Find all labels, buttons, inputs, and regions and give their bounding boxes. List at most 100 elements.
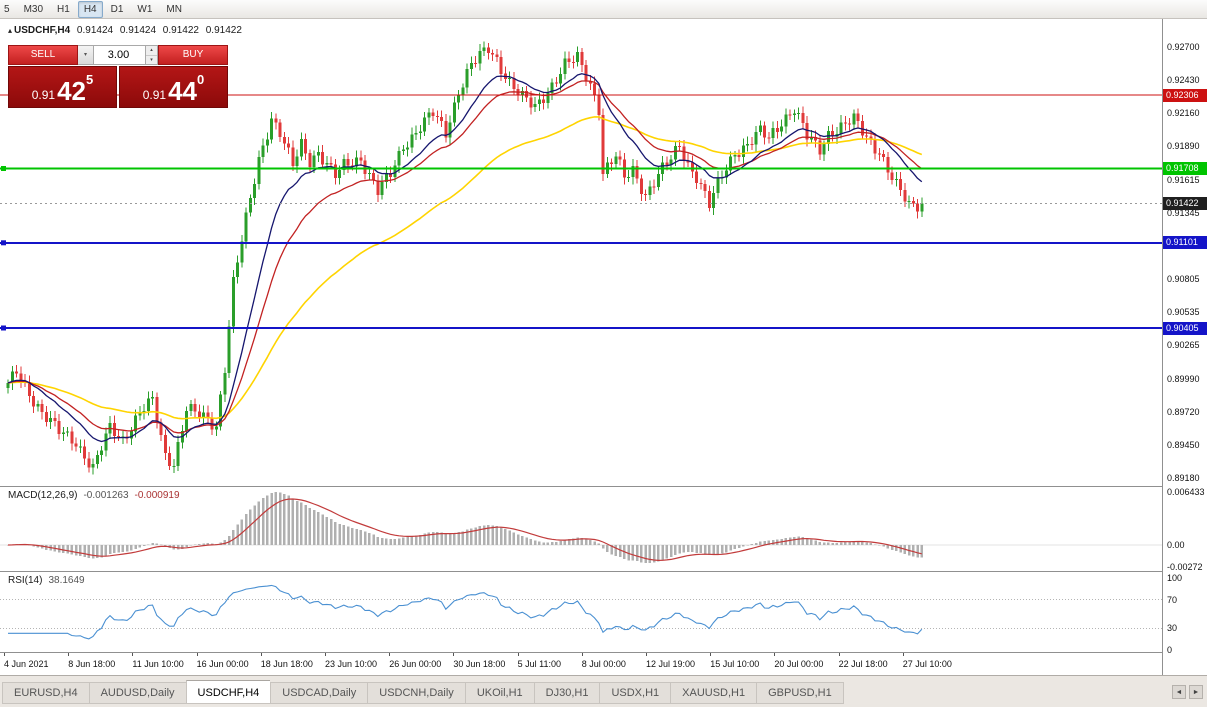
sell-price-big: 42 xyxy=(57,76,87,106)
chart-tab-eurusd-h4[interactable]: EURUSD,H4 xyxy=(2,682,89,704)
candles-up xyxy=(6,47,924,468)
time-axis-tick xyxy=(132,653,134,656)
price-axis-label: 0.90535 xyxy=(1167,307,1200,318)
hline-price-tag-0.90405[interactable]: 0.90405 xyxy=(1163,321,1207,335)
chart-tab-audusd-daily[interactable]: AUDUSD,Daily xyxy=(88,682,186,704)
volume-stepper: ▴ ▾ xyxy=(146,45,158,65)
ohlc-high: 0.91424 xyxy=(119,25,157,36)
time-axis-tick xyxy=(4,653,5,656)
rsi-axis-label: 100 xyxy=(1167,573,1183,583)
chart-tab-usdchf-h4[interactable]: USDCHF,H4 xyxy=(185,680,271,704)
hline-price-tag-0.91708[interactable]: 0.91708 xyxy=(1163,161,1207,175)
ohlc-open: 0.91424 xyxy=(76,25,114,36)
tabs-scroll-right-icon[interactable]: ► xyxy=(1189,685,1203,699)
one-click-trading-panel: SELL ▾ ▴ ▾ BUY 0.91 42 5 xyxy=(8,45,228,108)
time-axis-tick xyxy=(389,653,391,656)
volume-preset-dropdown-icon[interactable]: ▾ xyxy=(78,45,94,65)
price-axis-label: 0.89720 xyxy=(1167,406,1200,417)
timeframe-button-h4[interactable]: H4 xyxy=(77,0,103,18)
candles-down xyxy=(15,47,919,468)
rsi-axis-label: 0 xyxy=(1167,645,1173,655)
timeframe-button-m30[interactable]: M30 xyxy=(23,3,44,15)
time-axis-tick xyxy=(838,653,840,656)
sell-price-prefix: 0.91 xyxy=(31,88,56,102)
time-axis-tick xyxy=(710,653,712,656)
chart-symbol-period: USDCHF,H4 xyxy=(14,25,71,36)
price-axis-label: 0.89450 xyxy=(1167,439,1200,450)
timeframe-button-5[interactable]: 5 xyxy=(4,3,10,15)
time-axis-tick xyxy=(196,653,198,656)
current-price-tag[interactable]: 0.91422 xyxy=(1163,196,1207,210)
chart-tab-dj30-h1[interactable]: DJ30,H1 xyxy=(533,682,600,704)
main-chart-panel[interactable]: ▴ USDCHF,H4 0.91424 0.91424 0.91422 0.914… xyxy=(0,19,1162,486)
timeframe-button-h1[interactable]: H1 xyxy=(57,3,70,15)
price-axis-label: 0.92160 xyxy=(1167,108,1200,119)
time-axis-label: 22 Jul 18:00 xyxy=(838,659,888,669)
macd-panel[interactable]: MACD(12,26,9) -0.001263 -0.000919 xyxy=(0,486,1162,571)
macd-signal-value: -0.000919 xyxy=(134,490,180,501)
time-axis-tick xyxy=(260,653,262,656)
time-axis-label: 12 Jul 19:00 xyxy=(646,659,696,669)
time-axis-label: 20 Jul 00:00 xyxy=(774,659,824,669)
price-axis-label: 0.90265 xyxy=(1167,340,1200,351)
price-axis-label: 0.92700 xyxy=(1167,42,1200,52)
time-axis-label: 27 Jul 10:00 xyxy=(902,659,952,669)
ohlc-low: 0.91422 xyxy=(162,25,199,36)
time-axis-tick xyxy=(517,653,519,656)
macd-axis-label: 0.00 xyxy=(1167,540,1185,550)
time-axis-label: 30 Jun 18:00 xyxy=(453,659,506,669)
rsi-panel[interactable]: RSI(14) 38.1649 xyxy=(0,571,1162,652)
price-axis-label: 0.91615 xyxy=(1167,174,1200,185)
time-axis-label: 8 Jul 00:00 xyxy=(581,659,626,669)
candlestick-chart[interactable] xyxy=(0,19,1162,486)
ma-24-line xyxy=(7,80,923,434)
chart-tab-usdcnh-daily[interactable]: USDCNH,Daily xyxy=(367,682,465,704)
buy-button[interactable]: BUY xyxy=(158,45,228,65)
timeframe-button-w1[interactable]: W1 xyxy=(137,3,153,15)
buy-price-big: 44 xyxy=(168,76,198,106)
rsi-axis-label: 70 xyxy=(1167,594,1178,605)
buy-price-display[interactable]: 0.91 44 0 xyxy=(119,66,228,108)
chart-ohlc-header: ▴ USDCHF,H4 0.91424 0.91424 0.91422 0.914… xyxy=(8,25,246,36)
chart-tab-ukoil-h1[interactable]: UKOil,H1 xyxy=(464,682,534,704)
tabs-scroll-left-icon[interactable]: ◄ xyxy=(1172,685,1186,699)
volume-increase-icon[interactable]: ▴ xyxy=(146,46,157,56)
hline-price-tag-0.92306[interactable]: 0.92306 xyxy=(1163,88,1207,102)
time-axis-tick xyxy=(453,653,455,656)
time-axis-label: 5 Jul 11:00 xyxy=(517,659,561,669)
time-axis-label: 8 Jun 18:00 xyxy=(68,659,116,669)
macd-axis-label: 0.006433 xyxy=(1167,487,1205,497)
macd-main-value: -0.001263 xyxy=(83,490,129,501)
price-axis-label: 0.91345 xyxy=(1167,207,1200,218)
sell-price-sup: 5 xyxy=(86,72,94,87)
sell-price-display[interactable]: 0.91 42 5 xyxy=(8,66,117,108)
volume-decrease-icon[interactable]: ▾ xyxy=(150,56,153,63)
time-axis-tick xyxy=(325,653,326,656)
time-axis-tick xyxy=(68,653,70,656)
time-axis-label: 11 Jun 10:00 xyxy=(132,659,184,669)
time-axis-tick xyxy=(646,653,647,656)
rsi-value: 38.1649 xyxy=(48,575,85,586)
chart-tab-xauusd-h1[interactable]: XAUUSD,H1 xyxy=(670,682,757,704)
timeframe-button-mn[interactable]: MN xyxy=(166,3,182,15)
chart-region: ▴ USDCHF,H4 0.91424 0.91424 0.91422 0.914… xyxy=(0,19,1162,675)
buy-price-sup: 0 xyxy=(197,72,205,87)
tab-scroll-controls: ◄ ► xyxy=(1172,685,1203,699)
volume-input[interactable] xyxy=(94,46,145,64)
timeframe-button-d1[interactable]: D1 xyxy=(110,3,124,15)
chart-tab-gbpusd-h1[interactable]: GBPUSD,H1 xyxy=(756,682,844,704)
ohlc-close: 0.91422 xyxy=(205,25,242,36)
sell-button[interactable]: SELL xyxy=(8,45,78,65)
rsi-chart[interactable] xyxy=(0,572,1162,652)
rsi-label: RSI(14) 38.1649 xyxy=(8,575,85,586)
chart-tab-usdx-h1[interactable]: USDX,H1 xyxy=(599,682,671,704)
hline-price-tag-0.91101[interactable]: 0.91101 xyxy=(1163,236,1207,250)
price-axis: 0.92700 0.92430 0.92160 0.91890 0.91615 0.913… xyxy=(1162,19,1207,675)
symbol-tabs: EURUSD,H4 AUDUSD,Daily USDCHF,H4 USDCAD,Dai… xyxy=(2,680,844,704)
one-click-panel-toggle-icon[interactable]: ▴ xyxy=(8,26,13,35)
price-axis-label: 0.89180 xyxy=(1167,473,1200,483)
time-axis-label: 4 Jun 2021 xyxy=(4,659,49,669)
chart-tab-usdcad-daily[interactable]: USDCAD,Daily xyxy=(270,682,368,704)
macd-chart[interactable] xyxy=(0,487,1162,571)
time-axis: 4 Jun 2021 8 Jun 18:00 11 Jun 10:00 16 Jun … xyxy=(0,652,1162,675)
